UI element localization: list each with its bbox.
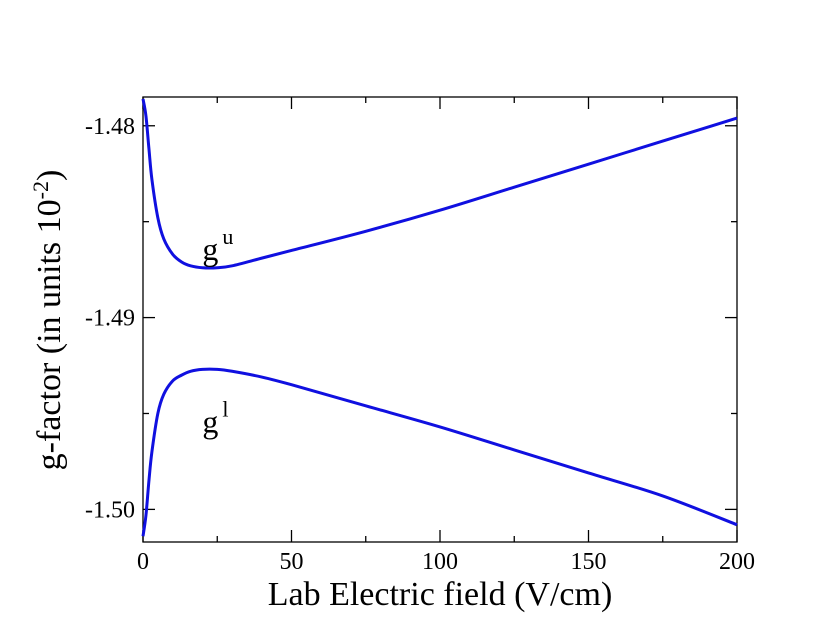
y-axis-title-sup: -2 xyxy=(28,181,53,199)
annotation-superscript: l xyxy=(222,397,228,422)
y-tick-label: -1.49 xyxy=(85,306,135,332)
annotation-superscript: u xyxy=(222,224,233,249)
x-tick-label: 150 xyxy=(571,549,607,575)
x-tick-label: 100 xyxy=(422,549,458,575)
plot-frame xyxy=(142,96,738,543)
x-axis-title: Lab Electric field (V/cm) xyxy=(268,576,613,613)
series-layer xyxy=(141,98,738,537)
annotation-layer: g ug l xyxy=(202,224,233,440)
x-ticks: 0 50 100 150 200 xyxy=(137,97,755,575)
x-tick-label: 0 xyxy=(137,549,149,575)
series-line-g-u xyxy=(141,98,738,270)
y-axis-title-close: ) xyxy=(31,170,68,181)
y-axis-title: g-factor (in units 10-2) xyxy=(28,170,68,471)
y-tick-label: -1.50 xyxy=(85,497,135,523)
y-axis-title-main: g-factor (in units 10 xyxy=(31,199,68,470)
x-tick-label: 200 xyxy=(719,549,755,575)
series-line-g-l xyxy=(141,367,738,537)
x-tick-label: 50 xyxy=(280,549,304,575)
y-ticks: -1.48 -1.49 -1.50 xyxy=(85,114,737,523)
annotation-base: g xyxy=(202,231,218,267)
annotation-base: g xyxy=(202,404,218,440)
y-tick-label: -1.48 xyxy=(85,114,135,140)
